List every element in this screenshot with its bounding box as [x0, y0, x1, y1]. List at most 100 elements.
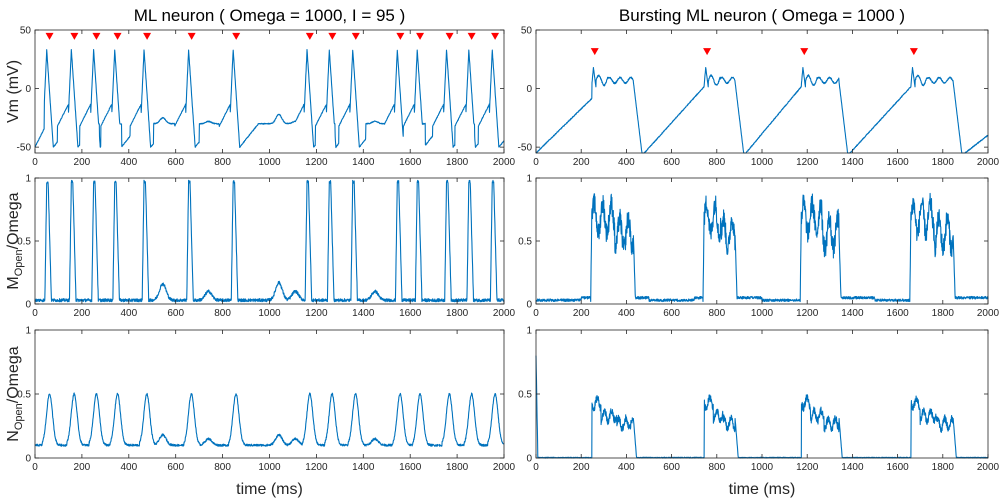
x-tick-label: 2000 — [493, 157, 516, 168]
x-tick-label: 0 — [32, 157, 38, 168]
y-tick-label: -50 — [518, 143, 533, 154]
x-tick-label: 400 — [120, 462, 137, 473]
x-axis-label: time (ms) — [729, 481, 796, 498]
spike-marker — [45, 32, 54, 40]
y-tick-label: 1 — [526, 174, 532, 185]
x-tick-label: 200 — [573, 308, 590, 319]
spike-marker — [703, 48, 712, 56]
y-tick-label: 1 — [25, 174, 31, 185]
y-tick-label: 0 — [25, 300, 31, 311]
y-tick-label: 0 — [25, 84, 31, 95]
spike-marker — [92, 32, 101, 40]
x-tick-label: 1400 — [841, 157, 864, 168]
x-tick-label: 1000 — [258, 308, 281, 319]
x-tick-label: 1200 — [796, 308, 819, 319]
x-tick-label: 400 — [618, 462, 635, 473]
panel-left-m: 0 200 400 600 800 1000 1200 1400 1600 1800 2000 0 0.… — [5, 174, 516, 320]
axes-frame-left-vm — [34, 29, 505, 154]
x-tick-label: 1400 — [352, 462, 375, 473]
panel-right-n: 0 200 400 600 800 1000 1200 1400 1600 1800 2000 0 0.… — [518, 326, 999, 499]
series-line-right-m — [535, 192, 989, 303]
spike-marker — [491, 32, 500, 40]
spike-marker — [909, 48, 918, 56]
x-tick-label: 1600 — [399, 157, 422, 168]
x-tick-label: 1400 — [352, 157, 375, 168]
x-tick-label: 1200 — [305, 308, 328, 319]
x-tick-label: 800 — [708, 157, 725, 168]
x-tick-label: 2000 — [493, 308, 516, 319]
y-axis-label: NOpen/Omega — [5, 346, 25, 442]
x-axis-label: time (ms) — [236, 481, 303, 498]
x-tick-label: 0 — [32, 462, 38, 473]
y-tick-label: 0.5 — [17, 390, 31, 401]
x-tick-label: 200 — [573, 157, 590, 168]
series-line-left-m — [34, 179, 505, 303]
x-tick-label: 1600 — [399, 308, 422, 319]
panel-left-vm: 0 200 400 600 800 1000 1200 1400 1600 1800 2000 -50… — [5, 6, 516, 168]
y-tick-label: 0.5 — [518, 390, 532, 401]
x-tick-label: 1800 — [446, 308, 469, 319]
x-tick-label: 600 — [167, 462, 184, 473]
x-tick-label: 400 — [120, 308, 137, 319]
axes-frame-right-n — [535, 329, 989, 459]
x-tick-label: 0 — [533, 308, 539, 319]
x-tick-label: 400 — [618, 157, 635, 168]
x-tick-label: 1800 — [446, 462, 469, 473]
x-tick-label: 1000 — [258, 157, 281, 168]
x-tick-label: 1200 — [796, 157, 819, 168]
y-tick-label: 0.5 — [17, 237, 31, 248]
spike-marker — [416, 32, 425, 40]
spike-marker — [328, 32, 337, 40]
spike-marker — [70, 32, 79, 40]
x-tick-label: 800 — [708, 462, 725, 473]
x-tick-label: 0 — [533, 462, 539, 473]
panel-left-n: 0 200 400 600 800 1000 1200 1400 1600 1800 2000 0 0.… — [5, 326, 516, 499]
series-line-right-n — [535, 355, 989, 459]
x-tick-label: 1800 — [446, 157, 469, 168]
x-tick-label: 800 — [214, 157, 231, 168]
x-tick-label: 2000 — [977, 157, 1000, 168]
axes-frame-left-m — [34, 177, 505, 305]
spike-marker — [445, 32, 454, 40]
x-tick-label: 0 — [32, 308, 38, 319]
x-tick-label: 1000 — [258, 462, 281, 473]
panel-right-vm: 0 200 400 600 800 1000 1200 1400 1600 1800 2000 -50… — [518, 6, 1000, 168]
series-line-right-vm — [535, 66, 989, 154]
y-tick-label: 0 — [526, 300, 532, 311]
y-tick-label: 0 — [526, 454, 532, 465]
x-tick-label: 1800 — [932, 157, 955, 168]
x-tick-label: 1600 — [399, 462, 422, 473]
chart-title: ML neuron ( Omega = 1000, I = 95 ) — [134, 6, 406, 25]
y-axis-label: Vm (mV) — [5, 60, 22, 123]
x-tick-label: 1600 — [886, 308, 909, 319]
series-line-left-n — [34, 392, 505, 447]
y-tick-label: 1 — [25, 326, 31, 337]
spike-marker — [305, 32, 314, 40]
x-tick-label: 800 — [708, 308, 725, 319]
x-tick-label: 2000 — [977, 308, 1000, 319]
spike-marker — [187, 32, 196, 40]
y-tick-label: 50 — [521, 26, 533, 37]
y-tick-label: 0 — [526, 84, 532, 95]
spike-marker — [113, 32, 122, 40]
x-tick-label: 1800 — [932, 462, 955, 473]
x-tick-label: 600 — [663, 308, 680, 319]
y-tick-label: -50 — [17, 143, 32, 154]
x-tick-label: 2000 — [493, 462, 516, 473]
x-tick-label: 200 — [74, 308, 91, 319]
axes-frame-left-n — [34, 329, 505, 459]
x-tick-label: 400 — [618, 308, 635, 319]
chart-title: Bursting ML neuron ( Omega = 1000 ) — [619, 6, 905, 25]
x-tick-label: 200 — [74, 462, 91, 473]
y-tick-label: 1 — [526, 326, 532, 337]
x-tick-label: 1200 — [796, 462, 819, 473]
x-tick-label: 600 — [167, 308, 184, 319]
panel-right-m: 0 200 400 600 800 1000 1200 1400 1600 1800 2000 0 0.… — [518, 174, 999, 320]
x-tick-label: 1200 — [305, 157, 328, 168]
x-tick-label: 600 — [167, 157, 184, 168]
x-tick-label: 1400 — [352, 308, 375, 319]
axes-frame-right-m — [535, 177, 989, 305]
x-tick-label: 1000 — [751, 308, 774, 319]
x-tick-label: 200 — [573, 462, 590, 473]
spike-marker — [590, 48, 599, 56]
